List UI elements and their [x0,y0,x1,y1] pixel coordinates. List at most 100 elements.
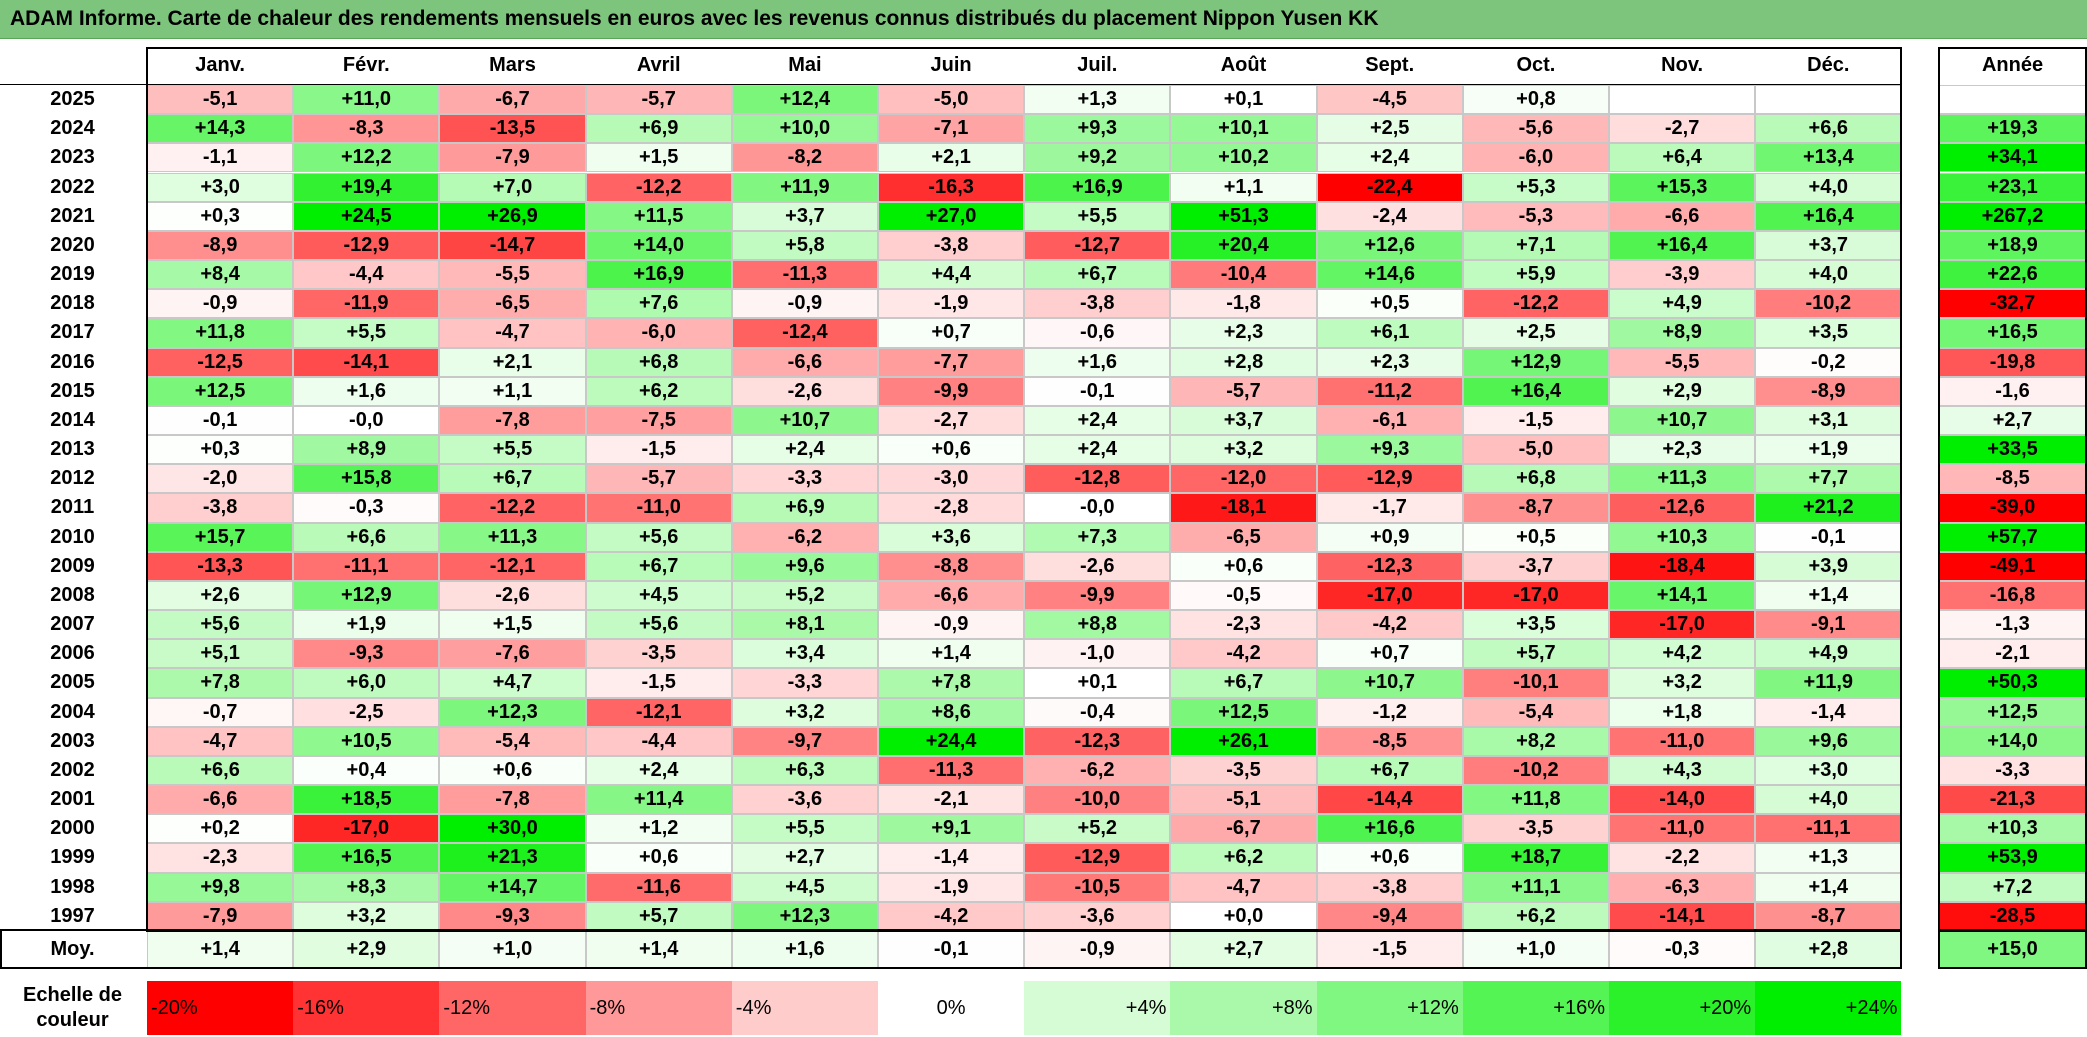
annual-cell: -28,5 [1939,901,2086,931]
heatmap-cell: +0,6 [1316,843,1463,873]
heatmap-cell: +10,7 [1609,405,1756,436]
color-scale-swatch: +4% [1024,981,1171,1035]
heatmap-cell: +15,3 [1609,172,1756,202]
heatmap-cell: +6,2 [585,376,732,406]
heatmap-cell: +6,6 [147,755,294,786]
heatmap-cell: -8,5 [1316,726,1463,756]
title-bar: ADAM Informe. Carte de chaleur des rende… [0,0,2087,39]
average-cell: -0,9 [1024,930,1171,968]
heatmap-cell: +5,9 [1462,260,1609,290]
heatmap-cell: +10,0 [731,114,878,144]
heatmap-cell: +9,8 [147,872,294,902]
heatmap-cell: +19,4 [293,172,440,202]
heatmap-cell: +24,5 [293,201,440,231]
heatmap-cell: -5,6 [1462,114,1609,144]
heatmap-cell: -17,0 [1316,580,1463,611]
color-scale-swatch: +24% [1755,981,1902,1035]
heatmap-cell: +16,9 [585,260,732,290]
heatmap-cell: +4,0 [1755,785,1902,815]
heatmap-cell: +6,7 [439,464,586,494]
heatmap-cell: -5,7 [1170,376,1317,406]
heatmap-cell: +1,3 [1024,85,1171,115]
heatmap-cell: +7,8 [878,668,1025,698]
heatmap-cell: +3,7 [1755,230,1902,260]
heatmap-cell: +16,6 [1316,814,1463,844]
heatmap-cell: -14,0 [1609,785,1756,815]
average-cell: +1,0 [439,930,586,968]
heatmap-cell: +1,5 [585,143,732,173]
heatmap-cell: +2,3 [1609,435,1756,465]
heatmap-cell: +5,2 [1024,814,1171,844]
heatmap-cell: -9,7 [731,726,878,756]
heatmap-cell: +0,0 [1170,901,1317,931]
heatmap-cell: +4,2 [1609,639,1756,669]
heatmap-cell: +1,9 [293,610,440,640]
heatmap-cell: +0,6 [439,755,586,786]
heatmap-cell: -3,8 [878,230,1025,260]
row-year-label: 2023 [50,146,95,169]
average-annual-cell: +15,0 [1939,930,2086,968]
month-header: Oct. [1516,54,1556,76]
heatmap-cell: +12,3 [439,697,586,727]
heatmap-cell: +0,7 [878,318,1025,348]
heatmap-cell: -1,4 [1755,697,1902,727]
heatmap-cell: +27,0 [878,201,1025,231]
heatmap-cell: +12,5 [1170,697,1317,727]
heatmap-cell: +1,8 [1609,697,1756,727]
heatmap-cell: +0,5 [1462,522,1609,552]
row-year-label: 2018 [50,292,95,315]
average-cell: -0,3 [1609,930,1756,968]
heatmap-cell: +3,0 [1755,755,1902,786]
heatmap-cell: +2,4 [731,435,878,465]
heatmap-cell: -13,3 [147,551,294,581]
annual-cell: +53,9 [1939,843,2086,873]
heatmap-cell: +6,2 [1170,843,1317,873]
month-header: Mars [489,54,536,76]
heatmap-cell: -1,5 [1462,405,1609,436]
heatmap-cell: +0,6 [878,435,1025,465]
row-year-label: 2024 [50,117,95,140]
heatmap-cell: +0,8 [1462,85,1609,115]
heatmap-cell: -6,5 [1170,522,1317,552]
heatmap-cell: +8,9 [1609,318,1756,348]
heatmap-cell: +16,9 [1024,172,1171,202]
heatmap-cell: -4,4 [585,726,732,756]
heatmap-cell: -4,2 [1316,610,1463,640]
annual-cell: +33,5 [1939,435,2086,465]
heatmap-cell: -12,0 [1170,464,1317,494]
row-year-label: 1998 [50,875,95,898]
heatmap-cell: +1,1 [439,376,586,406]
heatmap-cell: -0,4 [1024,697,1171,727]
heatmap-cell: -6,7 [439,85,586,115]
row-year-label: 2020 [50,233,95,256]
heatmap-cell: +5,7 [1462,639,1609,669]
heatmap-cell: +5,7 [585,901,732,931]
heatmap-cell: -6,1 [1316,405,1463,436]
heatmap-cell: -2,6 [439,580,586,611]
heatmap-cell: -4,7 [1170,872,1317,902]
average-cell: -0,1 [878,930,1025,968]
heatmap-cell: -11,2 [1316,376,1463,406]
heatmap-cell: -1,5 [585,435,732,465]
month-header: Avril [636,54,681,76]
row-year-label: 1997 [50,904,95,927]
heatmap-cell: +5,3 [1462,172,1609,202]
heatmap-cell: +3,2 [731,697,878,727]
heatmap-cell: +14,6 [1316,260,1463,290]
heatmap-cell: -10,2 [1462,755,1609,786]
heatmap-cell: -2,8 [878,493,1025,523]
heatmap-cell: -5,1 [1170,785,1317,815]
heatmap-cell: +0,1 [1024,668,1171,698]
heatmap-cell: -0,9 [147,289,294,319]
heatmap-cell: +0,6 [585,843,732,873]
annual-cell [1939,85,2086,115]
heatmap-cell: -5,1 [147,85,294,115]
heatmap-cell: +15,7 [147,522,294,552]
month-header: Févr. [342,54,390,76]
heatmap-cell: -2,7 [1609,114,1756,144]
heatmap-cell: -8,7 [1462,493,1609,523]
heatmap-cell: +8,4 [147,260,294,290]
heatmap-cell: +8,2 [1462,726,1609,756]
heatmap-cell: +1,6 [1024,347,1171,377]
